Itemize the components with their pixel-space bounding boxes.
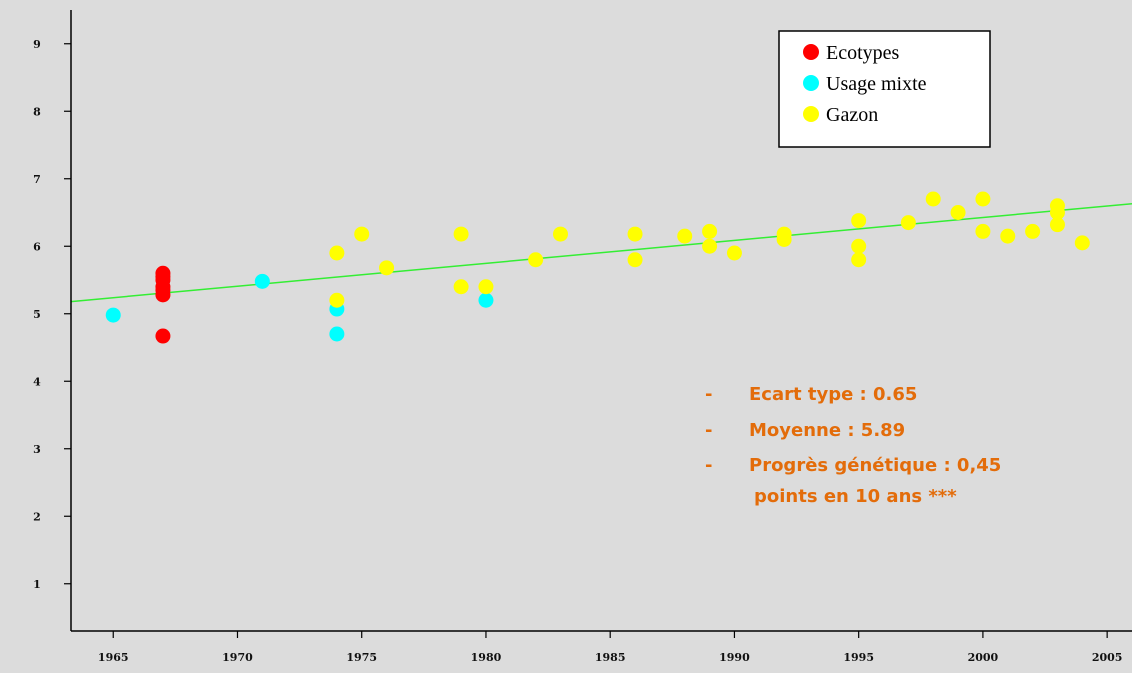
y-tick-label: 1: [33, 578, 41, 591]
data-point-ecotypes: [155, 287, 171, 303]
trend-line: [70, 202, 1132, 303]
data-point-gazon: [1074, 235, 1090, 251]
data-point-usage-mixte: [329, 326, 345, 342]
legend-label-ecotypes: Ecotypes: [826, 42, 900, 64]
data-point-gazon: [1049, 205, 1065, 220]
data-point-gazon: [1049, 217, 1065, 233]
stats-bullet-1: -: [705, 384, 712, 405]
data-point-gazon: [329, 245, 345, 261]
legend-label-gazon: Gazon: [826, 104, 878, 126]
legend-marker-ecotypes: [803, 44, 819, 60]
data-point-gazon: [726, 245, 742, 261]
data-point-gazon: [329, 292, 345, 308]
y-tick-label: 5: [33, 308, 41, 321]
x-tick-label: 1990: [719, 651, 750, 664]
data-point-gazon: [851, 252, 867, 268]
data-point-gazon: [925, 191, 941, 207]
data-point-gazon: [851, 238, 867, 254]
legend-marker-gazon: [803, 106, 819, 122]
data-point-gazon: [975, 191, 991, 207]
stats-bullet-3: -: [705, 455, 712, 476]
data-point-gazon: [453, 279, 469, 295]
x-tick-label: 1970: [222, 651, 253, 664]
data-point-gazon: [354, 226, 370, 242]
y-tick-label: 7: [33, 173, 41, 186]
x-tick-label: 1995: [843, 651, 874, 664]
stats-progres: Progrès génétique : 0,45: [749, 455, 1001, 476]
y-tick-label: 8: [33, 105, 41, 118]
data-point-gazon: [776, 232, 792, 247]
y-tick-label: 2: [33, 510, 41, 523]
legend-label-usage-mixte: Usage mixte: [826, 73, 927, 95]
stats-bullet-2: -: [705, 420, 712, 441]
data-point-gazon: [553, 226, 569, 242]
data-point-gazon: [900, 215, 916, 231]
data-point-gazon: [1025, 223, 1041, 239]
data-point-gazon: [702, 223, 718, 239]
x-tick-label: 1975: [346, 651, 377, 664]
x-tick-label: 1985: [595, 651, 626, 664]
data-point-gazon: [950, 205, 966, 220]
data-point-gazon: [851, 213, 867, 229]
data-point-usage-mixte: [478, 292, 494, 308]
data-point-ecotypes: [155, 328, 171, 344]
data-point-gazon: [627, 226, 643, 242]
y-tick-label: 3: [33, 443, 41, 456]
data-point-gazon: [702, 238, 718, 254]
data-point-usage-mixte: [105, 307, 121, 323]
data-point-gazon: [478, 279, 494, 295]
x-tick-label: 1980: [471, 651, 502, 664]
y-tick-label: 9: [33, 38, 41, 51]
stats-annotation: - Ecart type : 0.65 - Moyenne : 5.89 - P…: [705, 384, 1001, 507]
stats-progres-cont: points en 10 ans ***: [754, 486, 957, 507]
x-tick-label: 1965: [98, 651, 129, 664]
y-tick-label: 4: [33, 375, 41, 388]
data-point-gazon: [379, 260, 395, 276]
x-tick-label: 2005: [1092, 651, 1123, 664]
stats-moyenne: Moyenne : 5.89: [749, 420, 905, 441]
legend: Ecotypes Usage mixte Gazon: [778, 30, 991, 148]
y-tick-label: 6: [33, 240, 41, 253]
data-point-gazon: [975, 223, 991, 239]
data-point-gazon: [528, 252, 544, 268]
data-point-gazon: [453, 226, 469, 242]
x-tick-label: 2000: [968, 651, 999, 664]
data-point-gazon: [1000, 228, 1016, 244]
data-point-gazon: [627, 252, 643, 268]
stats-ecart-type: Ecart type : 0.65: [749, 384, 917, 405]
data-point-gazon: [677, 228, 693, 244]
legend-marker-usage-mixte: [803, 75, 819, 91]
data-point-usage-mixte: [254, 273, 270, 289]
